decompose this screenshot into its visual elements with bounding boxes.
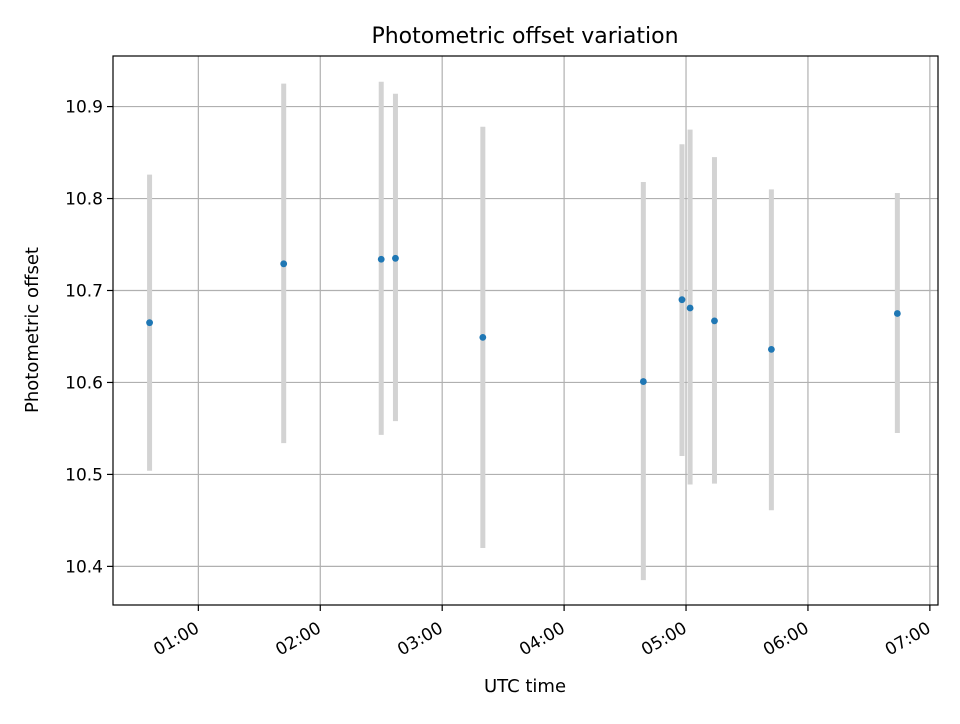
x-tick-label: 05:00 bbox=[638, 618, 690, 660]
y-axis-label: Photometric offset bbox=[22, 247, 43, 413]
x-tick-label: 03:00 bbox=[394, 618, 446, 660]
y-axis: 10.4 10.5 10.6 10.7 10.8 10.9 bbox=[65, 98, 113, 577]
y-tick-label: 10.4 bbox=[65, 557, 103, 577]
data-point bbox=[377, 255, 385, 263]
data-point bbox=[711, 317, 718, 325]
grid bbox=[113, 56, 938, 605]
data-point bbox=[639, 378, 647, 385]
data-point bbox=[686, 304, 694, 312]
data-point bbox=[392, 254, 399, 262]
y-tick-label: 10.5 bbox=[65, 465, 103, 485]
error-bars bbox=[147, 81, 900, 581]
x-axis-label: UTC time bbox=[484, 676, 566, 697]
plot-frame bbox=[112, 55, 939, 606]
y-tick-label: 10.6 bbox=[65, 373, 103, 393]
data-point bbox=[479, 333, 487, 341]
x-tick-label: 06:00 bbox=[760, 618, 812, 660]
x-tick-label: 02:00 bbox=[272, 618, 324, 660]
data-point bbox=[678, 296, 686, 304]
data-point bbox=[146, 319, 153, 327]
x-tick-label: 01:00 bbox=[150, 618, 202, 660]
y-tick-label: 10.7 bbox=[65, 281, 103, 301]
y-tick-label: 10.9 bbox=[65, 98, 103, 118]
y-tick-label: 10.8 bbox=[65, 190, 103, 210]
data-points bbox=[146, 254, 901, 385]
x-tick-label: 07:00 bbox=[882, 618, 934, 660]
chart-title: Photometric offset variation bbox=[371, 24, 678, 49]
data-point bbox=[893, 310, 901, 317]
x-tick-label: 04:00 bbox=[516, 618, 568, 660]
x-axis: 01:00 02:00 03:00 04:00 05:00 06:00 07:00 bbox=[150, 605, 934, 660]
data-point bbox=[280, 260, 288, 268]
data-point bbox=[767, 345, 775, 353]
